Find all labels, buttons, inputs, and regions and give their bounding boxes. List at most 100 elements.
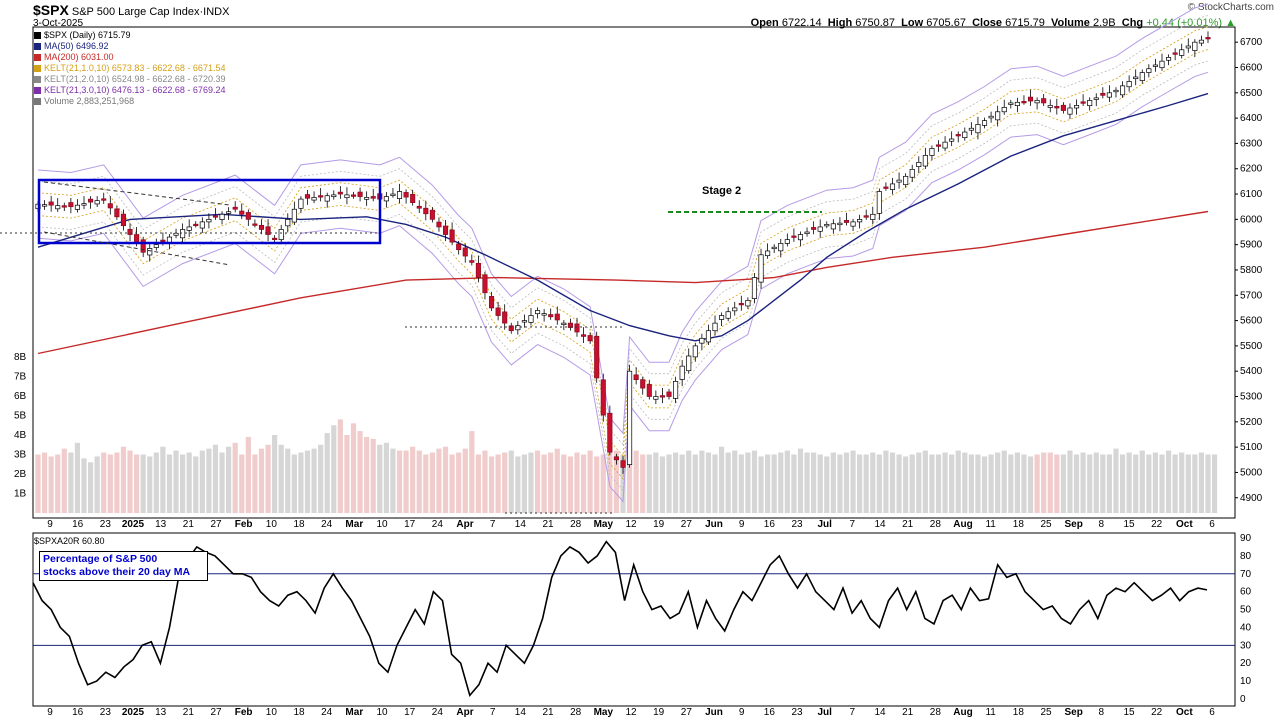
volume-bar bbox=[1073, 454, 1080, 513]
volume-bar bbox=[350, 423, 357, 513]
volume-bar bbox=[903, 456, 909, 513]
legend-label: KELT(21,1.0,10) 6573.83 - 6622.68 - 6671… bbox=[44, 63, 226, 73]
candle-body bbox=[462, 247, 468, 257]
candle-body bbox=[567, 322, 573, 328]
price-tick-label: 6600 bbox=[1240, 62, 1263, 73]
x-tick-label: 18 bbox=[293, 707, 305, 718]
candle-body bbox=[232, 206, 238, 210]
legend-swatch bbox=[34, 32, 41, 39]
candle-body bbox=[278, 229, 284, 240]
volume-bar bbox=[1133, 454, 1139, 513]
candle-body bbox=[903, 175, 909, 186]
x-tick-label: 9 bbox=[47, 707, 53, 718]
x-tick-label: 23 bbox=[791, 707, 803, 718]
volume-label: Volume bbox=[1051, 17, 1090, 29]
volume-bar bbox=[502, 452, 508, 513]
volume-bar bbox=[876, 454, 882, 513]
x-tick-label: 13 bbox=[155, 519, 167, 530]
x-tick-label: Oct bbox=[1176, 519, 1193, 530]
price-tick-label: 5800 bbox=[1240, 265, 1263, 276]
candle-body bbox=[521, 320, 527, 323]
candle-body bbox=[508, 325, 514, 332]
volume-bar bbox=[929, 454, 935, 513]
x-tick-label: 24 bbox=[432, 707, 444, 718]
candle-body bbox=[1172, 52, 1178, 55]
candle-body bbox=[265, 226, 271, 235]
volume-bar bbox=[784, 450, 790, 513]
volume-bar bbox=[324, 433, 330, 513]
candle-body bbox=[1047, 105, 1053, 108]
price-tick-label: 6700 bbox=[1240, 37, 1263, 48]
candle-body bbox=[922, 155, 928, 167]
volume-bar bbox=[758, 456, 764, 513]
x-tick-label: 23 bbox=[100, 707, 112, 718]
volume-bar bbox=[600, 454, 606, 513]
candle-body bbox=[147, 248, 153, 256]
volume-bar bbox=[475, 454, 481, 513]
price-tick-label: 5600 bbox=[1240, 316, 1263, 327]
candle-body bbox=[1192, 41, 1198, 51]
volume-bar bbox=[127, 450, 133, 513]
volume-bar bbox=[850, 450, 856, 513]
volume-bar bbox=[410, 446, 416, 513]
breadth-note-line2: stocks above their 20 day MA bbox=[43, 566, 191, 578]
candle-body bbox=[843, 220, 850, 223]
candle-body bbox=[1054, 106, 1060, 109]
x-tick-label: 10 bbox=[376, 707, 388, 718]
candle-body bbox=[1185, 45, 1191, 49]
breadth-tick-label: 80 bbox=[1240, 551, 1252, 562]
candle-body bbox=[607, 412, 613, 453]
candle-body bbox=[981, 120, 988, 126]
x-tick-label: Oct bbox=[1176, 707, 1193, 718]
candle-body bbox=[252, 223, 258, 226]
volume-bar bbox=[272, 435, 278, 513]
volume-bar bbox=[916, 452, 922, 513]
volume-bar bbox=[396, 450, 403, 513]
legend-label: MA(50) 6496.92 bbox=[44, 41, 109, 51]
legend-item: KELT(21,1.0,10) 6573.83 - 6622.68 - 6671… bbox=[34, 63, 225, 74]
volume-bar bbox=[298, 452, 304, 513]
candle-body bbox=[1034, 100, 1040, 104]
price-tick-label: 5700 bbox=[1240, 290, 1263, 301]
breadth-panel-frame bbox=[32, 532, 1236, 707]
breadth-tick-label: 60 bbox=[1240, 587, 1252, 598]
volume-bar bbox=[370, 438, 376, 513]
volume-bar bbox=[751, 450, 758, 513]
candle-body bbox=[705, 330, 711, 343]
candle-body bbox=[180, 229, 186, 239]
candle-body bbox=[909, 169, 915, 178]
x-tick-label: Jul bbox=[817, 519, 832, 530]
x-tick-label: 22 bbox=[1151, 707, 1163, 718]
candle-body bbox=[285, 219, 291, 227]
volume-bar bbox=[311, 448, 317, 513]
volume-bar bbox=[48, 456, 54, 513]
volume-bar bbox=[909, 454, 915, 513]
candle-body bbox=[331, 194, 337, 197]
price-tick-label: 5900 bbox=[1240, 240, 1263, 251]
candle-body bbox=[686, 355, 692, 372]
volume-bar bbox=[1205, 454, 1211, 513]
candle-body bbox=[995, 111, 1001, 121]
candle-body bbox=[429, 209, 435, 220]
grid-and-ticks: 4900 5000 5100 5200 5300 5400 5500 5600 5700 5800… bbox=[14, 37, 1263, 504]
candle-body bbox=[1113, 89, 1119, 93]
x-tick-label: 2025 bbox=[122, 707, 145, 718]
ticker-symbol: $SPX bbox=[33, 2, 69, 18]
candle-body bbox=[935, 144, 942, 147]
candle-body bbox=[949, 138, 955, 142]
volume-bar bbox=[1152, 452, 1159, 513]
candle-body bbox=[1027, 96, 1034, 102]
chart-legend: $SPX (Daily) 6715.79 MA(50) 6496.92 MA(200… bbox=[34, 30, 225, 107]
x-tick-label: 28 bbox=[570, 519, 582, 530]
candle-body bbox=[193, 223, 199, 227]
candle-body bbox=[469, 260, 475, 263]
legend-item: MA(200) 6031.00 bbox=[34, 52, 225, 63]
breadth-tick-label: 10 bbox=[1240, 676, 1252, 687]
volume-bar bbox=[804, 452, 810, 513]
x-tick-label: 18 bbox=[1013, 707, 1025, 718]
volume-bar bbox=[1211, 454, 1218, 513]
volume-bar bbox=[672, 452, 679, 513]
volume-bar bbox=[843, 452, 850, 513]
volume-bar bbox=[114, 452, 120, 513]
x-tick-label: 15 bbox=[1123, 519, 1135, 530]
